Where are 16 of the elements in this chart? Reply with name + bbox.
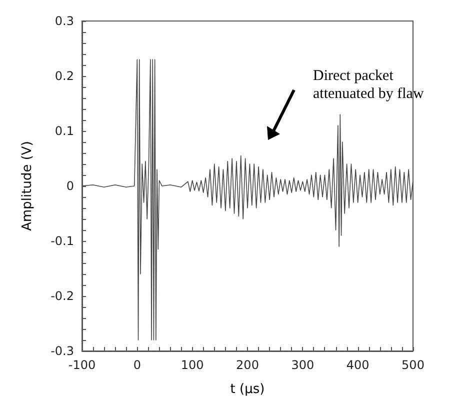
y-tick-label: 0.1 [54, 124, 74, 138]
y-tick-label: 0 [66, 179, 74, 193]
x-tick-label: 400 [346, 358, 370, 372]
x-tick-label: 0 [133, 358, 141, 372]
x-tick-label: 500 [402, 358, 424, 372]
x-tick-label: 100 [180, 358, 204, 372]
y-tick-label: -0.3 [50, 344, 74, 358]
x-tick-label: -100 [68, 358, 96, 372]
y-tick-label: 0.2 [54, 69, 74, 83]
x-axis-title: t (μs) [230, 382, 265, 397]
x-tick-label: 200 [236, 358, 259, 372]
y-tick-label: 0.3 [54, 14, 74, 28]
y-tick-label: -0.1 [50, 234, 74, 248]
y-axis-title: Amplitude (V) [20, 141, 35, 231]
y-tick-label: -0.2 [50, 289, 74, 303]
x-tick-label: 300 [291, 358, 314, 372]
